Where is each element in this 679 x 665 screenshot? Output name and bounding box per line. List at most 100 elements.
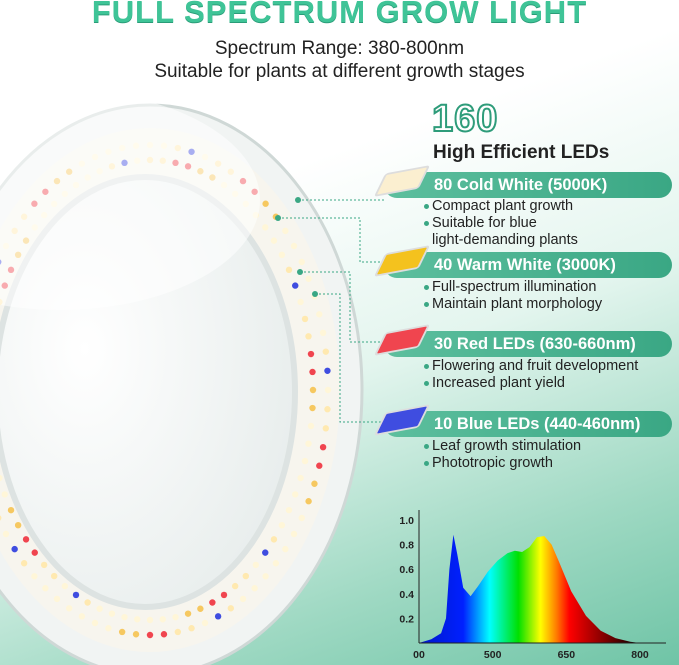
y-tick-label: 0.8 [399, 540, 414, 552]
y-tick-label: 0.6 [399, 564, 414, 576]
led [91, 619, 99, 627]
led [270, 237, 278, 244]
led [316, 311, 323, 318]
led [239, 595, 247, 603]
led [201, 619, 209, 627]
led [297, 298, 304, 306]
led [262, 200, 269, 207]
bullet: Suitable for blue [424, 215, 578, 232]
led [309, 368, 316, 376]
led [242, 572, 250, 580]
y-tick-label: 1.0 [399, 515, 414, 527]
led-type-cold-white: 80 Cold White (5000K) [373, 165, 672, 198]
spectrum-chart: 00 500 650 800 0.2 0.4 0.6 0.8 1.0 [399, 510, 666, 661]
led-type-label: 30 Red LEDs (630-660nm) [434, 335, 636, 353]
led [209, 599, 216, 606]
led-type-warm-white: 40 Warm White (3000K) [373, 245, 672, 278]
led [282, 227, 289, 235]
led [307, 350, 315, 358]
bullet: Flowering and fruit development [424, 358, 638, 375]
led [132, 631, 140, 638]
led [282, 545, 289, 553]
bullet: Compact plant growth [424, 198, 578, 215]
led [305, 498, 312, 505]
led [262, 549, 269, 556]
led [251, 585, 258, 592]
led [305, 275, 312, 282]
led [20, 560, 28, 567]
led [31, 549, 38, 556]
bullet: light-demanding plants [432, 232, 578, 248]
led [298, 258, 305, 266]
bullet: Leaf growth stimulation [424, 438, 581, 455]
led [1, 491, 8, 498]
led [322, 348, 330, 355]
led [134, 616, 141, 623]
led [188, 625, 195, 632]
bullet-list: Flowering and fruit development Increase… [424, 358, 638, 392]
led [31, 573, 38, 580]
y-tick-label: 0.2 [399, 613, 414, 625]
led [0, 515, 2, 521]
led [270, 536, 278, 543]
led [40, 561, 48, 569]
led [324, 406, 331, 413]
bullet: Increased plant yield [424, 375, 638, 392]
led [2, 530, 10, 538]
led [65, 605, 73, 612]
led [305, 333, 312, 340]
led-type-label: 40 Warm White (3000K) [434, 256, 616, 274]
spectrum-area [419, 534, 640, 643]
x-tick-label: 500 [484, 649, 502, 661]
led [108, 610, 116, 617]
led [184, 610, 192, 617]
bullet-list: Leaf growth stimulation Phototropic grow… [424, 438, 581, 472]
led-type-blue: 10 Blue LEDs (440-460nm) [373, 404, 672, 437]
bullet: Full-spectrum illumination [424, 279, 602, 296]
led-count-label: High Efficient LEDs [433, 142, 610, 163]
led [292, 282, 299, 289]
led [309, 386, 317, 394]
led [7, 506, 15, 514]
led [285, 506, 293, 514]
led [72, 591, 80, 599]
led [272, 560, 280, 567]
led [292, 491, 299, 498]
led-type-label: 10 Blue LEDs (440-460nm) [434, 415, 641, 433]
led [172, 613, 179, 621]
bullet-list: Compact plant growth Suitable for blue l… [424, 198, 578, 249]
bullet: Maintain plant morphology [424, 296, 602, 313]
led [146, 616, 154, 624]
bullet-list: Full-spectrum illumination Maintain plan… [424, 279, 602, 313]
led [42, 585, 49, 592]
led-type-label: 80 Cold White (5000K) [434, 176, 608, 194]
led [118, 628, 126, 636]
led [324, 386, 332, 394]
led [214, 613, 222, 620]
led [301, 457, 309, 465]
led [84, 599, 91, 606]
led [53, 595, 61, 603]
led [322, 425, 330, 432]
led [262, 224, 269, 231]
led [61, 582, 69, 590]
led [0, 474, 3, 482]
led [220, 591, 228, 599]
led [14, 521, 22, 529]
led [50, 572, 58, 580]
led [146, 631, 154, 639]
led [96, 605, 103, 612]
subtitle: Suitable for plants at different growth … [154, 61, 525, 82]
led [309, 404, 316, 412]
led [105, 625, 112, 632]
led [262, 573, 269, 580]
led [278, 251, 286, 259]
led-count: 160 [431, 97, 499, 141]
led [290, 530, 298, 538]
led [174, 628, 182, 636]
led [324, 367, 331, 374]
x-tick-label: 800 [631, 649, 649, 661]
led [11, 545, 18, 553]
led [305, 440, 312, 447]
led [159, 616, 166, 623]
